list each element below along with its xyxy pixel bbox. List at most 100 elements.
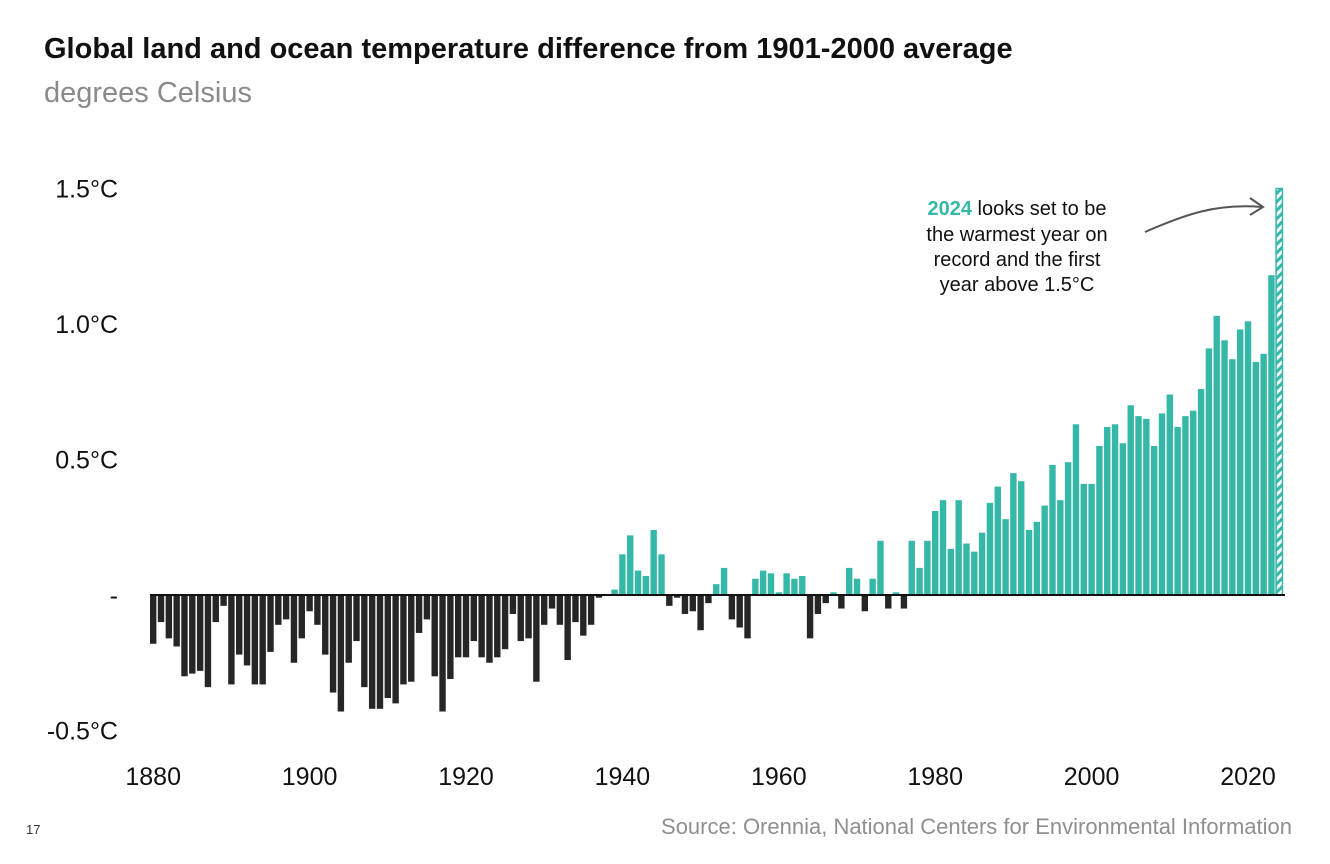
bar-1898 xyxy=(290,595,298,663)
bar-1975 xyxy=(892,592,900,595)
bar-2004 xyxy=(1119,443,1127,595)
bar-1897 xyxy=(282,595,290,620)
bar-1916 xyxy=(431,595,438,677)
y-tick-label: - xyxy=(110,582,118,610)
bar-2005 xyxy=(1127,405,1134,595)
bar-2010 xyxy=(1166,394,1173,595)
annotation-line-1: 2024 looks set to be xyxy=(927,198,1106,220)
bar-2022 xyxy=(1260,353,1267,595)
bar-1989 xyxy=(1002,519,1009,595)
y-tick-label: 0.5°C xyxy=(55,447,118,475)
bar-1886 xyxy=(196,595,204,671)
bar-1990 xyxy=(1010,473,1017,595)
bar-1973 xyxy=(877,540,884,595)
bar-1922 xyxy=(478,595,485,658)
bar-1960 xyxy=(775,592,782,595)
bar-1967 xyxy=(830,592,837,595)
bar-1894 xyxy=(259,595,266,685)
bar-1996 xyxy=(1057,500,1064,595)
x-tick-label: 2000 xyxy=(1064,763,1120,791)
bar-1998 xyxy=(1072,424,1080,595)
bar-1920 xyxy=(462,595,470,658)
bar-1999 xyxy=(1080,483,1087,595)
bar-1968 xyxy=(838,595,845,609)
bar-1945 xyxy=(658,554,665,595)
bar-1954 xyxy=(728,595,736,620)
x-tick-label: 1940 xyxy=(595,763,651,791)
bar-1934 xyxy=(572,595,579,623)
bar-1880 xyxy=(150,595,157,644)
bar-2015 xyxy=(1205,348,1213,595)
bar-1936 xyxy=(587,595,595,625)
bar-1974 xyxy=(885,595,892,609)
bar-1953 xyxy=(720,567,728,595)
bar-1887 xyxy=(204,595,212,688)
bar-2021 xyxy=(1252,361,1260,595)
bar-1892 xyxy=(243,595,251,666)
bar-1890 xyxy=(228,595,235,685)
bar-1965 xyxy=(814,595,822,614)
bar-1885 xyxy=(189,595,196,674)
y-tick-label: 1.5°C xyxy=(55,176,118,204)
bar-1950 xyxy=(697,595,704,631)
bar-2003 xyxy=(1111,424,1119,595)
source-note: Source: Orennia, National Centers for En… xyxy=(661,814,1292,839)
bar-1909 xyxy=(376,595,384,709)
bar-1889 xyxy=(220,595,227,606)
bar-2012 xyxy=(1182,416,1189,595)
bar-1985 xyxy=(971,551,978,595)
bar-1935 xyxy=(580,595,587,636)
bar-1982 xyxy=(947,548,955,595)
bar-1937 xyxy=(595,595,603,598)
bar-1988 xyxy=(994,486,1001,595)
x-tick-label: 1960 xyxy=(751,763,807,791)
bar-1963 xyxy=(799,576,806,595)
x-tick-label: 2020 xyxy=(1220,763,1276,791)
bar-1949 xyxy=(689,595,696,612)
bar-1943 xyxy=(642,576,650,595)
bar-1991 xyxy=(1018,481,1025,595)
bar-1956 xyxy=(744,595,751,639)
bar-1948 xyxy=(681,595,689,614)
x-tick-label: 1900 xyxy=(282,763,338,791)
bar-1911 xyxy=(392,595,399,704)
y-axis: 1.5°C 1.0°C 0.5°C - -0.5°C xyxy=(47,176,118,746)
bar-1891 xyxy=(236,595,243,655)
bar-1978 xyxy=(916,567,923,595)
bar-2020 xyxy=(1244,321,1252,595)
bar-2014 xyxy=(1197,389,1205,595)
bar-1972 xyxy=(869,578,876,595)
bar-1958 xyxy=(759,570,767,595)
chart-subtitle: degrees Celsius xyxy=(44,77,252,109)
bar-1902 xyxy=(322,595,329,655)
bar-1927 xyxy=(517,595,524,642)
bar-1961 xyxy=(783,573,790,595)
bar-1913 xyxy=(408,595,415,682)
bar-1901 xyxy=(314,595,321,625)
bar-1942 xyxy=(634,570,642,595)
bar-1918 xyxy=(447,595,454,680)
arrow-head-icon xyxy=(1249,197,1265,216)
bar-2008 xyxy=(1150,445,1158,595)
bar-1926 xyxy=(509,595,517,614)
bar-1994 xyxy=(1041,505,1048,595)
bar-1983 xyxy=(955,500,962,595)
bar-1971 xyxy=(861,595,869,612)
bar-1979 xyxy=(924,540,931,595)
bar-1939 xyxy=(611,589,618,595)
bar-1970 xyxy=(853,578,861,595)
x-tick-label: 1880 xyxy=(125,763,181,791)
bar-1955 xyxy=(736,595,743,628)
bar-1987 xyxy=(986,502,994,595)
bar-1993 xyxy=(1033,521,1041,595)
x-axis: 1880 1900 1920 1940 1960 1980 2000 2020 xyxy=(125,763,1275,791)
bar-1964 xyxy=(806,595,814,639)
bar-1914 xyxy=(415,595,423,633)
bar-1915 xyxy=(423,595,431,620)
bar-2016 xyxy=(1213,315,1220,595)
bar-1924 xyxy=(494,595,501,658)
y-tick-label: -0.5°C xyxy=(47,718,118,746)
bar-1976 xyxy=(900,595,908,609)
bar-2000 xyxy=(1088,483,1095,595)
